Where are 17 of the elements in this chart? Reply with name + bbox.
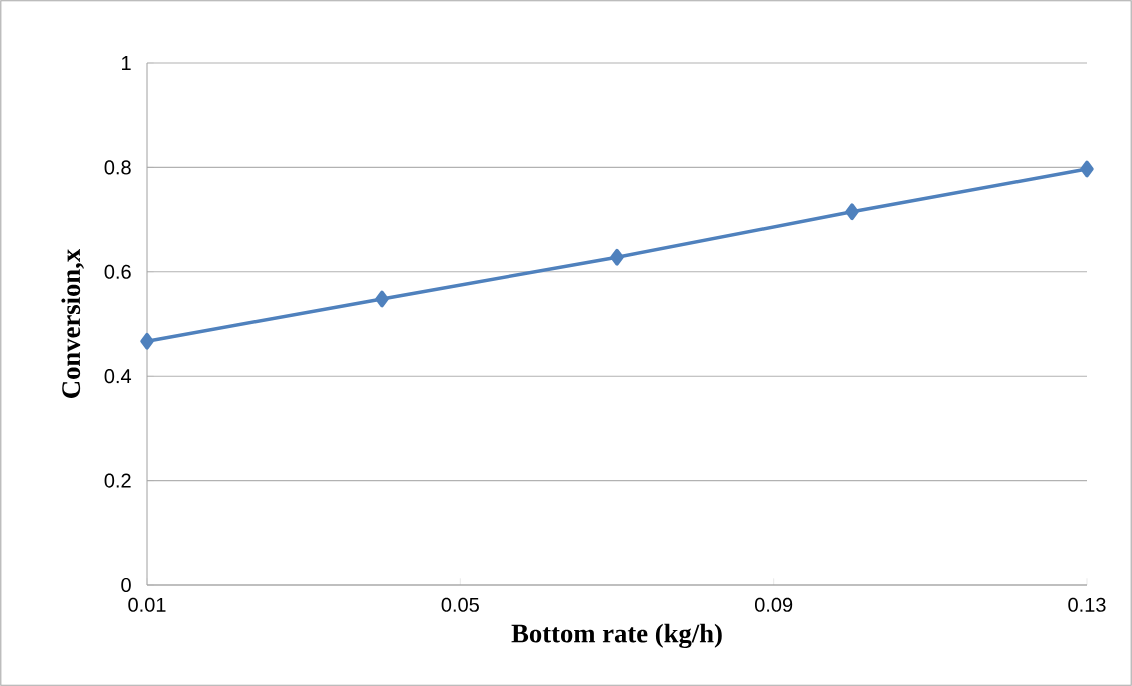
point bbox=[1080, 160, 1094, 178]
x-tick-label: 0.05 bbox=[441, 597, 479, 612]
y-tick-label: 0 bbox=[121, 577, 131, 593]
x-tick-label: 0.01 bbox=[128, 597, 166, 612]
point bbox=[375, 290, 389, 308]
y-tick-label: 1 bbox=[122, 56, 131, 70]
y-axis-title: Conversion,x bbox=[61, 248, 84, 398]
x-tick-label: 0.09 bbox=[754, 597, 793, 612]
y-tick-label: 0.2 bbox=[104, 473, 131, 488]
y-tick-label: 0.6 bbox=[104, 264, 131, 279]
y-tick-label: 0.8 bbox=[104, 160, 131, 175]
point bbox=[140, 332, 154, 350]
point bbox=[845, 203, 859, 221]
x-axis-title: Bottom rate (kg/h) bbox=[511, 623, 722, 649]
x-tick-label: 0.13 bbox=[1068, 597, 1106, 612]
y-tick-label: 0.4 bbox=[104, 369, 132, 384]
point bbox=[610, 248, 624, 266]
